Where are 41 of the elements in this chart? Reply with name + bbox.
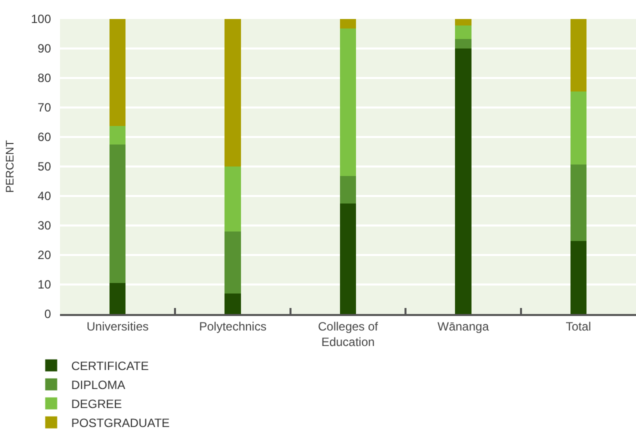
legend-label: CERTIFICATE [71,359,149,374]
bar [455,48,472,314]
bar [340,19,356,29]
y-axis-title: PERCENT [4,140,17,193]
bar [110,19,126,126]
bar [224,166,241,232]
bar [570,164,586,242]
y-tick-label: 20 [38,248,52,262]
legend-label: DIPLOMA [71,378,126,392]
y-tick-label: 40 [38,189,52,204]
x-tick-label: Colleges of Education [318,319,379,349]
y-tick-label: 30 [38,218,52,233]
x-tick-label: Wānanga [438,319,490,334]
bar [570,241,586,314]
x-tick-label: Total [566,319,592,334]
bar [224,293,241,314]
bar [340,28,356,176]
y-tick-label: 100 [30,12,52,26]
bar [340,176,356,204]
y-tick-label: 10 [38,278,52,292]
y-tick-label: 0 [44,307,52,322]
bar [110,283,126,314]
bar [224,19,241,166]
x-tick-label: Universities [86,319,149,334]
y-tick-label: 50 [38,160,52,174]
bar [455,25,472,39]
x-tick-label: Polytechnics [199,319,266,334]
bar [110,144,126,284]
y-tick-label: 60 [38,130,52,144]
bar [340,203,356,314]
bar [570,19,586,92]
bar [455,38,472,48]
y-tick-label: 70 [38,100,52,115]
y-tick-label: 80 [38,71,52,86]
legend-label: DEGREE [71,397,122,412]
legend-label: POSTGRADUATE [71,416,170,430]
bar [455,19,472,26]
bar [110,126,126,144]
bar [224,231,241,294]
y-tick-label: 90 [38,42,52,56]
bar [570,92,586,164]
